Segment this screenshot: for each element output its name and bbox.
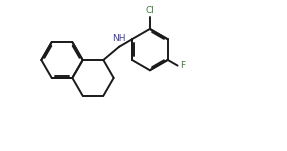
Text: NH: NH — [113, 34, 126, 43]
Text: F: F — [180, 61, 185, 70]
Text: Cl: Cl — [146, 6, 154, 15]
